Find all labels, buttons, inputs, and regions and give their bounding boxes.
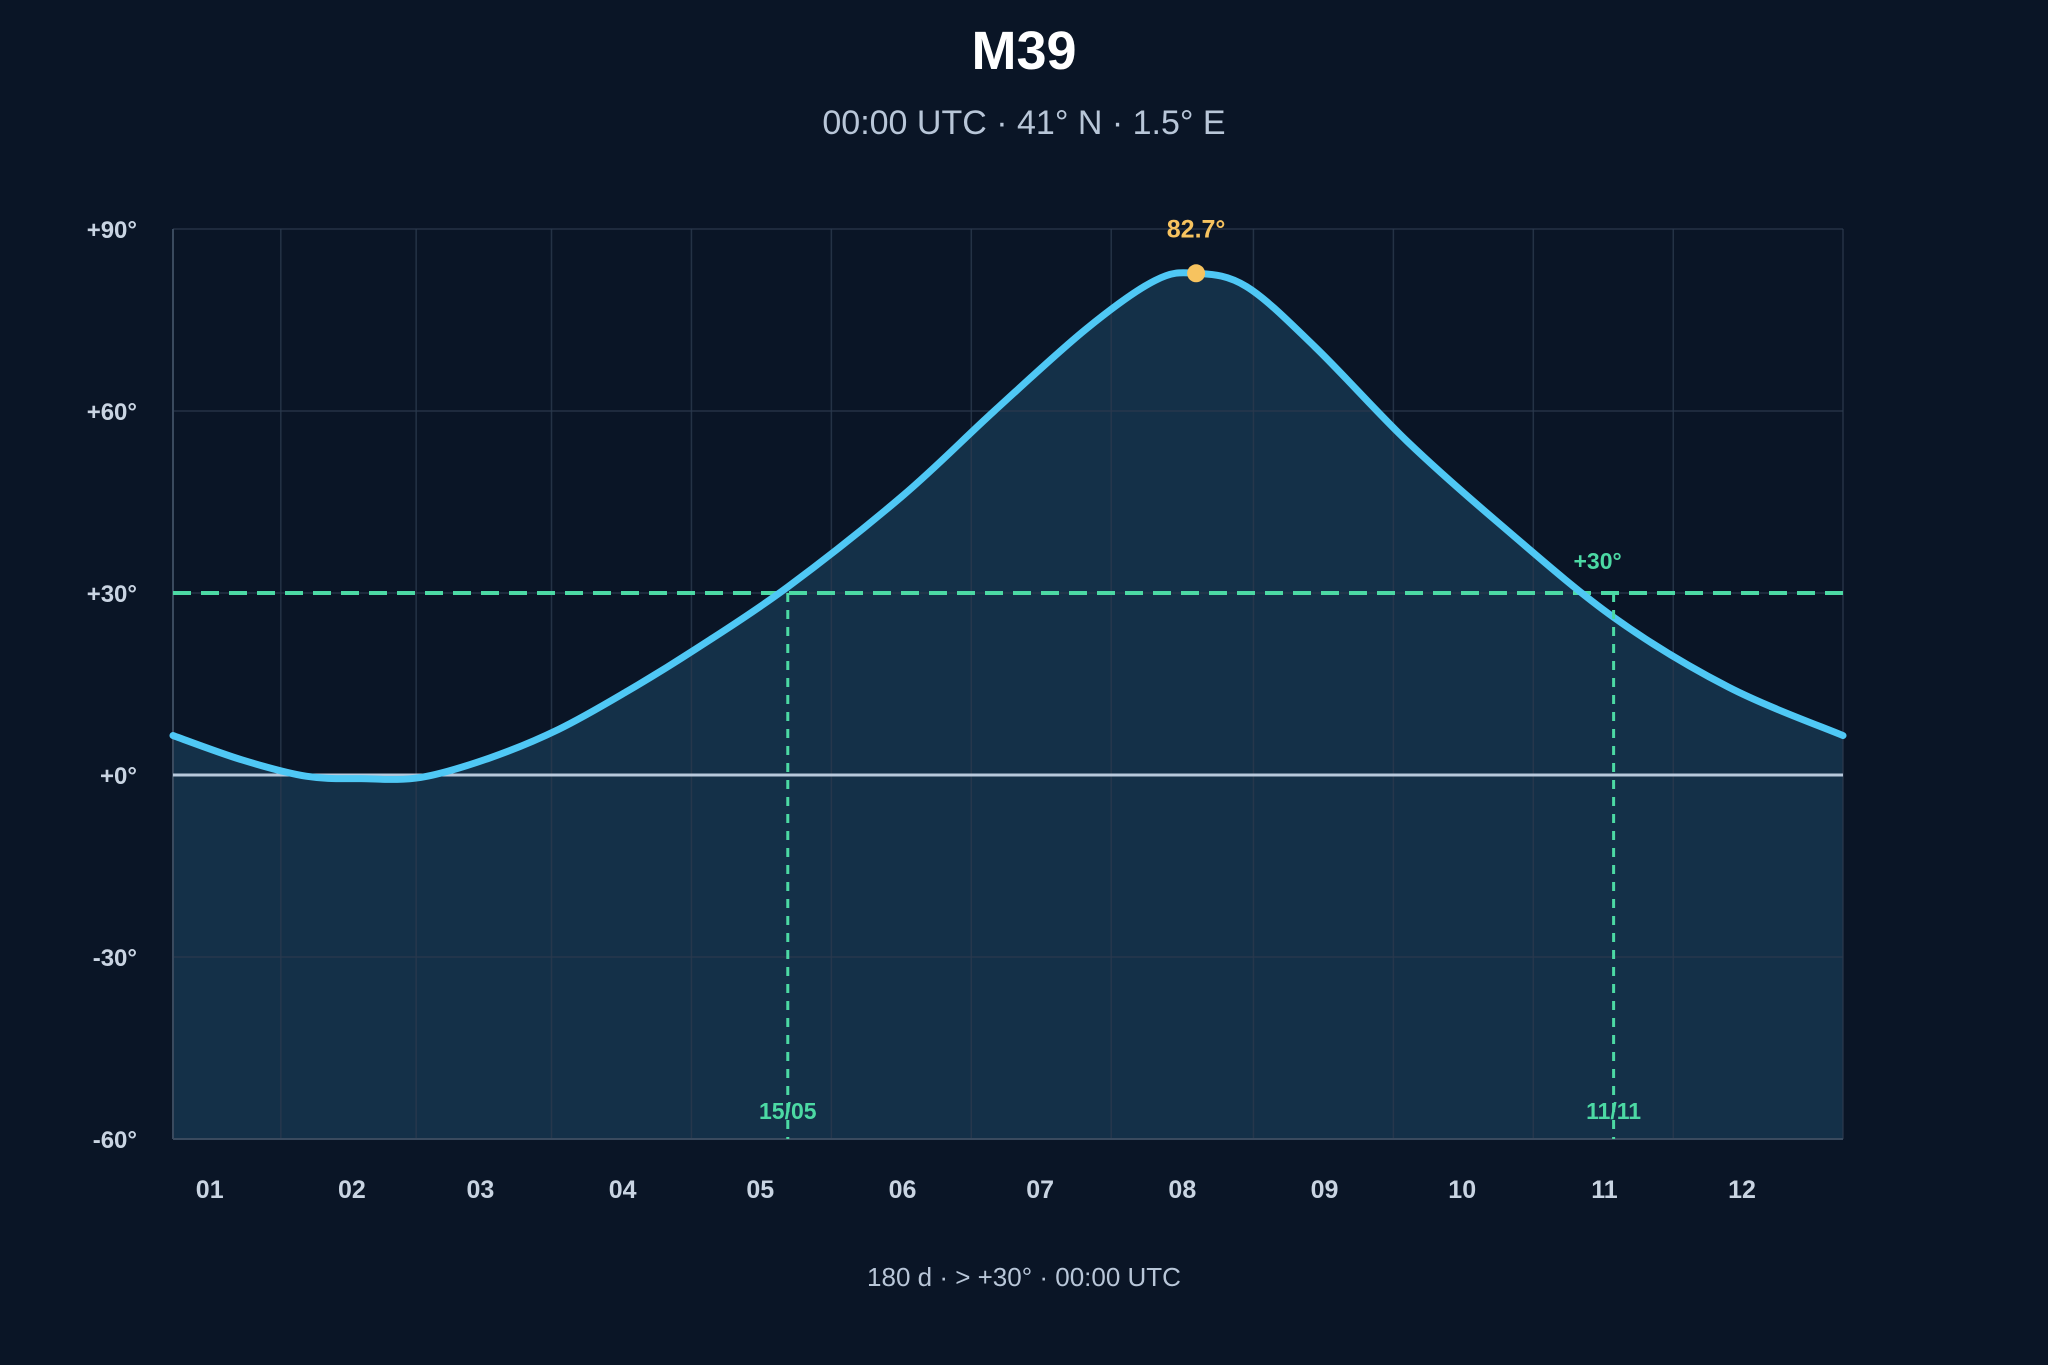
y-tick-label: -30°	[93, 945, 137, 972]
peak-label: 82.7°	[1167, 215, 1226, 243]
chart-subtitle: 00:00 UTC · 41° N · 1.5° E	[822, 104, 1226, 142]
crossing-label: 15/05	[759, 1098, 817, 1124]
x-tick-label: 02	[338, 1176, 366, 1204]
x-tick-label: 07	[1026, 1176, 1054, 1204]
x-tick-label: 05	[746, 1176, 774, 1204]
area-fill	[173, 272, 1843, 1140]
threshold-label: +30°	[1573, 548, 1621, 574]
y-tick-label: +60°	[87, 399, 137, 426]
x-tick-label: 03	[466, 1176, 494, 1204]
x-tick-label: 06	[889, 1176, 917, 1204]
y-tick-label: +90°	[87, 217, 137, 244]
x-tick-label: 09	[1311, 1176, 1339, 1204]
peak-marker	[1187, 264, 1206, 283]
x-tick-label: 04	[609, 1176, 637, 1204]
altitude-curve	[169, 269, 1847, 783]
y-tick-label: +0°	[100, 763, 137, 790]
x-tick-label: 10	[1448, 1176, 1476, 1204]
x-tick-label: 08	[1168, 1176, 1196, 1204]
chart-footer: 180 d · > +30° · 00:00 UTC	[867, 1262, 1181, 1292]
y-tick-label: +30°	[87, 581, 137, 608]
x-tick-label: 11	[1591, 1176, 1618, 1204]
x-tick-label: 12	[1728, 1176, 1756, 1204]
y-tick-label: -60°	[93, 1127, 137, 1154]
x-tick-label: 01	[196, 1176, 224, 1204]
chart-title: M39	[971, 21, 1077, 81]
crossing-label: 11/11	[1586, 1098, 1641, 1124]
